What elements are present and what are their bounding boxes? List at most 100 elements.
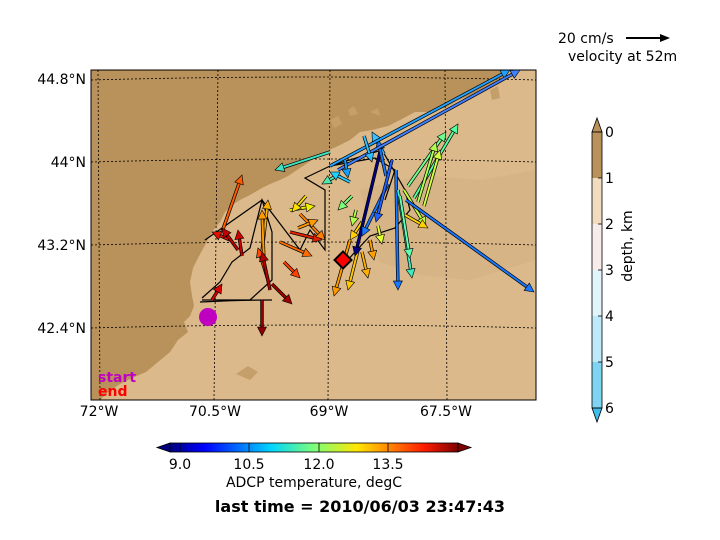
depth-cap-top [591,116,603,133]
velocity-arrow [262,260,271,291]
velocity-arrow [283,261,295,273]
velocity-arrow [279,241,305,254]
start-marker [199,308,217,326]
velocity-arrow [417,150,435,203]
velocity-arrow [337,175,351,183]
velocity-arrow-head [234,229,245,240]
velocity-arrow [211,291,219,301]
velocity-arrow [221,183,240,233]
temp-colorbar-label: ADCP temperature, degC [226,475,402,491]
velocity-arrow [369,239,374,252]
end-legend: end [98,384,127,400]
velocity-arrow [329,73,503,167]
velocity-arrow [399,195,410,250]
velocity-arrow [363,135,371,154]
velocity-arrow [344,159,348,170]
depth-tick: 3 [605,263,614,279]
velocity-arrow-head [301,247,313,257]
temp-cap-left [155,442,171,453]
start-legend: start [98,370,136,386]
velocity-arrow-head [428,141,439,153]
depth-cap-bottom [591,407,603,424]
depth-tick: 2 [605,217,614,233]
velocity-arrow-head [234,174,244,186]
velocity-arrow-head [367,249,378,261]
velocity-arrow-head [281,293,293,305]
velocity-arrow-head [349,229,360,241]
temp-tick: 9.0 [169,457,191,473]
velocity-arrow-head [341,168,352,179]
lon-label: 70.5°W [189,404,241,420]
scale-label: 20 cm/s [558,31,614,47]
velocity-arrow [238,238,243,257]
velocity-arrow-head [329,171,341,181]
velocity-arrow-head [417,219,429,229]
velocity-arrow [226,234,239,251]
lon-labels: 72°W 70.5°W 69°W 67.5°W [80,404,473,420]
velocity-arrow [405,199,528,288]
velocity-arrow-head [257,209,268,220]
temperature-colorbar: 9.0 10.5 12.0 13.5 ADCP temperature, deg… [155,442,473,491]
velocity-arrow [343,195,353,205]
lat-label: 44.8°N [37,72,86,88]
velocity-arrow-head [361,225,371,237]
velocity-arrow [297,222,311,229]
velocity-arrow-head [211,231,223,241]
velocity-arrow-head [331,285,342,297]
velocity-arrow [283,151,331,169]
depth-tick: 5 [605,355,614,371]
velocity-arrow [404,214,421,225]
depth-tick: 4 [605,309,614,325]
velocity-arrow [423,158,439,207]
last-time-label: last time = 2010/06/03 23:47:43 [215,497,505,516]
velocity-arrow-head [307,218,319,229]
velocity-arrow-head [305,202,316,213]
velocity-arrow [271,283,287,299]
velocity-arrow-head [257,326,267,337]
velocity-arrow [356,151,381,248]
depth-colorbar-label: depth, km [620,210,636,281]
velocity-arrow-head [523,282,535,293]
velocity-arrow-head [212,283,223,295]
velocity-arrows [210,70,535,337]
velocity-arrow-head [321,175,333,185]
land-mass [91,70,510,400]
velocity-arrow-head [261,199,272,210]
velocity-arrow-head [405,268,416,279]
velocity-arrow [349,249,359,282]
velocity-arrow [353,209,357,218]
velocity-arrow-head [289,267,301,279]
velocity-arrow-head [373,211,384,223]
lat-label: 44°N [51,155,86,171]
shelf-deep [360,170,536,280]
lat-label: 42.4°N [37,321,86,337]
velocity-arrow-head [221,227,232,239]
velocity-arrow [297,195,307,206]
temp-tick: 13.5 [372,457,403,473]
velocity-arrow-head [349,215,360,227]
velocity-arrow-head [345,279,356,291]
map-area [91,70,536,400]
velocity-arrow-head [436,131,447,143]
velocity-arrow [289,231,314,239]
temp-cap-right [457,442,473,453]
lat-labels: 44.8°N 44°N 43.2°N 42.4°N [37,72,86,337]
lat-label: 43.2°N [37,238,86,254]
velocity-arrow-head [499,70,511,79]
velocity-arrow [377,159,393,214]
velocity-arrow-head [432,149,443,161]
temp-tick: 10.5 [233,457,264,473]
velocity-arrow [377,225,382,236]
velocity-arrow-head [509,70,521,79]
depth-tick: 6 [605,401,614,417]
velocity-arrow-head [392,280,403,291]
velocity-arrow-head [337,199,349,211]
temp-tick: 12.0 [303,457,334,473]
end-marker [333,250,353,270]
velocity-arrow-head [361,267,371,279]
velocity-arrow [413,131,455,199]
scale-arrow-head [660,34,670,42]
depth-tick: 0 [605,125,614,141]
velocity-arrow-head [352,245,363,257]
